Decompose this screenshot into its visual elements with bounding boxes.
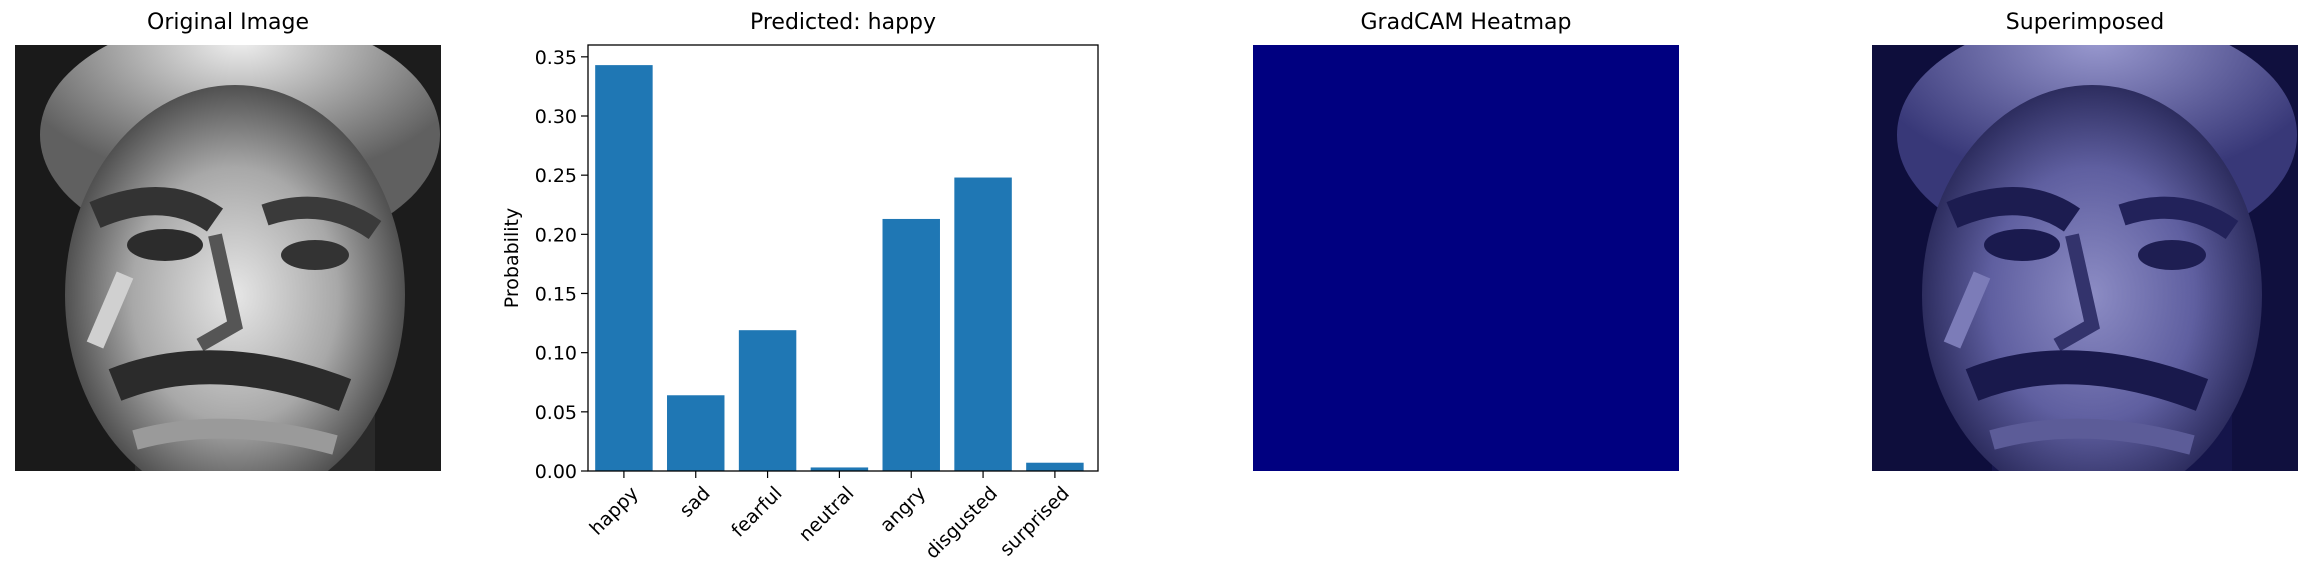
y-axis-label: Probability xyxy=(501,208,523,308)
y-tick-label: 0.30 xyxy=(535,106,577,128)
bar-disgusted xyxy=(954,177,1012,472)
bar-angry xyxy=(882,218,940,471)
x-tick-label-sad: sad xyxy=(675,482,714,521)
x-tick-label-surprised: surprised xyxy=(996,482,1074,560)
y-tick-label: 0.25 xyxy=(535,165,577,187)
x-tick-label-disgusted: disgusted xyxy=(921,482,1002,563)
heatmap-title: GradCAM Heatmap xyxy=(1360,10,1572,35)
y-tick-label: 0.35 xyxy=(535,47,577,69)
y-tick-label: 0.10 xyxy=(535,343,577,365)
y-tick-label: 0.20 xyxy=(535,224,577,246)
x-tick-label-angry: angry xyxy=(876,482,930,536)
superimposed-image xyxy=(1872,45,2298,471)
x-tick-label-happy: happy xyxy=(586,482,643,539)
x-tick-label-fearful: fearful xyxy=(727,482,786,541)
x-tick-label-neutral: neutral xyxy=(795,482,859,546)
bar-surprised xyxy=(1026,462,1084,471)
original-image-title: Original Image xyxy=(147,10,309,35)
y-tick-label: 0.15 xyxy=(535,284,577,306)
gradcam-heatmap xyxy=(1253,45,1679,471)
bar-fearful xyxy=(738,330,797,471)
plot-frame xyxy=(587,44,1099,472)
bar-neutral xyxy=(810,467,869,471)
y-tick-label: 0.00 xyxy=(535,461,577,483)
bar-sad xyxy=(667,395,725,471)
superimposed-title: Superimposed xyxy=(2005,10,2165,35)
chart-title: Predicted: happy xyxy=(749,10,937,35)
y-tick-label: 0.05 xyxy=(535,402,577,424)
original-face-image xyxy=(15,45,441,471)
bar-happy xyxy=(595,65,653,471)
